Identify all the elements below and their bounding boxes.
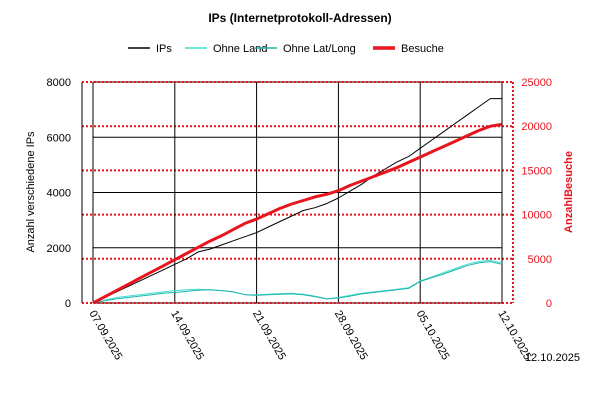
y-tick-label: 2000	[47, 243, 71, 255]
x-tick-label: 07.09.2025	[86, 309, 124, 363]
series-line-ohne-lat-long	[92, 261, 503, 304]
x-tick-label: 21.09.2025	[250, 309, 288, 363]
x-tick-label: 14.09.2025	[168, 309, 206, 363]
legend-label-ohne-lat-long: Ohne Lat/Long	[283, 43, 356, 55]
y-axis-label: Anzahl verschiedene IPs	[25, 131, 37, 253]
y2-tick-label: 20000	[521, 121, 552, 133]
legend-label-besuche: Besuche	[401, 43, 444, 55]
series-line-ips	[92, 98, 502, 304]
legend: IPs Ohne Land Ohne Lat/Long Besuche	[128, 43, 444, 55]
report-date: 12.10.2025	[524, 352, 580, 364]
y-tick-label: 0	[65, 298, 71, 310]
series-line-ohne-land	[92, 259, 503, 304]
y-tick-label: 8000	[47, 77, 71, 89]
y2-tick-label: 0	[546, 298, 552, 310]
legend-label-ohne-land: Ohne Land	[213, 43, 267, 55]
x-tick-label: 28.09.2025	[332, 309, 370, 363]
x-tick-label: 05.10.2025	[414, 309, 452, 363]
plot-area: 0 2000 4000 6000 8000 0 5000 10000 15000 20000 250…	[47, 77, 552, 362]
y2-tick-label: 5000	[528, 254, 552, 266]
y2-tick-label: 10000	[521, 210, 552, 222]
y2-tick-label: 15000	[521, 165, 552, 177]
y-tick-label: 4000	[47, 188, 71, 200]
y2-axis-label: AnzahlBesuche	[563, 151, 575, 233]
series-line-besuche	[92, 122, 503, 305]
legend-label-ips: IPs	[156, 43, 172, 55]
chart-title: IPs (Internetprotokoll-Adressen)	[208, 11, 391, 25]
y-tick-label: 6000	[47, 132, 71, 144]
y2-tick-label: 25000	[521, 77, 552, 89]
